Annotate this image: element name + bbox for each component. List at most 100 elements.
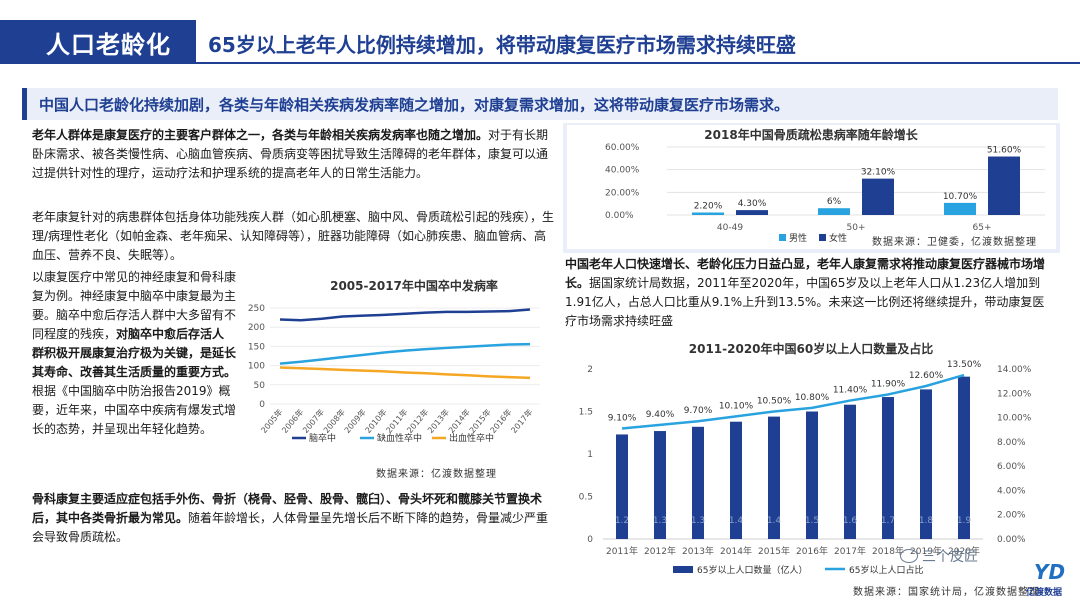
source-note: 数据来源：国家统计局，亿渡数据整理	[853, 585, 1040, 598]
y-tick-label: 100	[248, 362, 265, 372]
y-tick-label: 200	[248, 323, 265, 333]
header-divider	[196, 62, 1080, 64]
x-tick-label: 2011年	[606, 545, 638, 557]
data-label: 10.70%	[943, 192, 978, 202]
population-chart: 2011-2020年中国60岁以上人口数量及占比 0 0.5 1 1.5 2 0.00%…	[579, 341, 1040, 598]
population-box: 中国老年人口快速增长、老龄化压力日益凸显，老年人康复需求将推动康复医疗器械市场增…	[563, 253, 1060, 601]
y-tick-label: 4.00%	[997, 486, 1026, 496]
series-line	[279, 308, 531, 322]
series-line	[279, 342, 531, 365]
page-title: 65岁以上老年人比例持续增加，将带动康复医疗市场需求持续旺盛	[208, 33, 796, 57]
bar	[692, 212, 724, 215]
paragraph-text: 对于有长期卧床需求、被各类慢性病、心脑血管疾病、骨质病变等困扰导致生活障碍的老年…	[32, 128, 549, 180]
wechat-name: 三个皮匠	[922, 549, 978, 565]
paragraph-text: 以康复医疗中常见的神经康复和骨科康复为例。神经康复中脑卒中康复最为主要。脑卒中愈…	[32, 270, 237, 341]
y-tick-label: 40.00%	[605, 166, 640, 176]
data-label: 1.2	[615, 516, 629, 526]
y-tick-label: 60.00%	[605, 143, 640, 153]
bar	[654, 431, 666, 539]
y-tick-label: 0.5	[579, 493, 593, 503]
y-tick-label: 50	[254, 381, 266, 391]
wechat-icon	[900, 549, 918, 563]
x-tick-label: 50+	[847, 223, 866, 233]
series-line	[279, 366, 531, 380]
section-tag: 人口老龄化	[0, 20, 196, 64]
bar	[882, 397, 894, 539]
y-tick-label: 1	[587, 450, 593, 460]
y-tick-label: 250	[248, 304, 265, 314]
legend-label: 脑卒中	[309, 432, 336, 444]
data-label: 9.40%	[646, 410, 675, 420]
data-label: 11.90%	[871, 380, 906, 390]
legend-label: 出血性卒中	[449, 432, 494, 444]
x-tick-label: 2014年	[720, 545, 752, 557]
bar	[616, 434, 628, 539]
y-tick-label: 8.00%	[997, 438, 1026, 448]
paragraph-bold: 骨科康复主要适应症包括手外伤、骨折（桡骨、胫骨、股骨、髋臼）、骨头坏死和髋膝关节…	[32, 492, 543, 525]
y-tick-label: 0	[259, 400, 265, 410]
data-label: 10.80%	[795, 393, 830, 403]
legend-label: 65岁以上人口数量（亿人）	[697, 564, 807, 576]
bar	[862, 178, 894, 215]
bar	[958, 376, 970, 539]
data-label: 13.50%	[947, 360, 982, 370]
data-label: 1.3	[653, 516, 667, 526]
x-tick-label: 2013年	[682, 545, 714, 557]
y-tick-label: 0.00%	[605, 211, 634, 221]
y-tick-label: 1.5	[579, 408, 593, 418]
data-label: 1.4	[767, 516, 782, 526]
legend-label: 缺血性卒中	[377, 432, 422, 444]
page-header: 65岁以上老年人比例持续增加，将带动康复医疗市场需求持续旺盛	[196, 20, 1056, 64]
source-note: 数据来源：卫健委，亿渡数据整理	[872, 235, 1037, 248]
data-label: 10.50%	[757, 397, 792, 407]
paragraph-patient-groups: 老年康复针对的病患群体包括身体功能残疾人群（如心肌梗塞、脑中风、骨质疏松引起的残…	[32, 208, 556, 265]
wechat-watermark: 三个皮匠	[900, 546, 978, 566]
y-tick-label: 12.00%	[997, 389, 1032, 399]
data-label: 4.30%	[738, 199, 767, 209]
summary-banner: 中国人口老龄化持续加剧，各类与年龄相关疾病发病率随之增加，对康复需求增加，这将带…	[22, 88, 1058, 120]
y-tick-label: 20.00%	[605, 188, 640, 198]
paragraph-orthopedic: 骨科康复主要适应症包括手外伤、骨折（桡骨、胫骨、股骨、髋臼）、骨头坏死和髋膝关节…	[32, 490, 556, 547]
bar	[988, 156, 1020, 215]
brand-name: 亿渡数据	[1026, 588, 1063, 598]
data-label: 1.5	[805, 516, 819, 526]
y-tick-label: 14.00%	[997, 365, 1032, 375]
legend-swatch	[673, 566, 693, 573]
paragraph-bold: 对脑卒中愈后存活人群积极开展康复治疗极为关键，是延长其寿命、改善其生活质量的重要…	[32, 327, 237, 379]
data-label: 1.3	[691, 516, 705, 526]
y-tick-label: 150	[248, 342, 265, 352]
data-label: 9.10%	[608, 414, 637, 424]
paragraph-stroke: 以康复医疗中常见的神经康复和骨科康复为例。神经康复中脑卒中康复最为主要。脑卒中愈…	[32, 268, 236, 439]
source-note: 数据来源：亿渡数据整理	[376, 469, 497, 480]
brand-logo: YD	[1030, 562, 1072, 584]
data-label: 12.60%	[909, 371, 944, 381]
x-tick-label: 2017年	[834, 545, 866, 557]
logo-icon: YD	[1034, 560, 1066, 584]
osteoporosis-chart-box: 2018年中国骨质疏松患病率随年龄增长 0.00% 20.00% 40.00% 60.…	[567, 125, 1056, 249]
y-tick-label: 2	[587, 365, 593, 375]
x-tick-label: 2020年	[948, 545, 980, 557]
right-panel: 2018年中国骨质疏松患病率随年龄增长 0.00% 20.00% 40.00% 60.…	[563, 123, 1060, 601]
paragraph-text: 老年康复针对的病患群体包括身体功能残疾人群（如心肌梗塞、脑中风、骨质疏松引起的残…	[32, 210, 555, 262]
x-tick-label: 2019年	[910, 545, 942, 557]
y-tick-label: 2.00%	[997, 511, 1026, 521]
data-label: 1.6	[843, 516, 858, 526]
data-label: 10.10%	[719, 401, 754, 411]
data-label: 1.9	[957, 516, 972, 526]
bar	[806, 411, 818, 539]
bar	[844, 404, 856, 539]
bar	[692, 426, 704, 539]
paragraph-text: 根据《中国脑卒中防治报告2019》概要，近年来，中国卒中疾病有爆发式增长的态势，…	[32, 384, 237, 436]
paragraph-bold: 老年人群体是康复医疗的主要客户群体之一，各类与年龄相关疾病发病率也随之增加。	[32, 128, 489, 142]
legend-label: 女性	[829, 232, 847, 244]
series-line	[621, 373, 965, 430]
data-label: 1.4	[729, 516, 744, 526]
data-label: 51.60%	[987, 146, 1022, 156]
data-label: 2.20%	[694, 202, 723, 212]
bar	[736, 210, 768, 215]
x-tick-label: 2018年	[872, 545, 904, 557]
paragraph-text: 据国家统计局数据，2011年至2020年，中国65岁及以上老年人口从1.23亿人…	[565, 276, 1045, 328]
summary-text: 中国人口老龄化持续加剧，各类与年龄相关疾病发病率随之增加，对康复需求增加，这将带…	[39, 96, 790, 114]
paragraph-population: 中国老年人口快速增长、老龄化压力日益凸显，老年人康复需求将推动康复医疗器械市场增…	[565, 255, 1055, 331]
